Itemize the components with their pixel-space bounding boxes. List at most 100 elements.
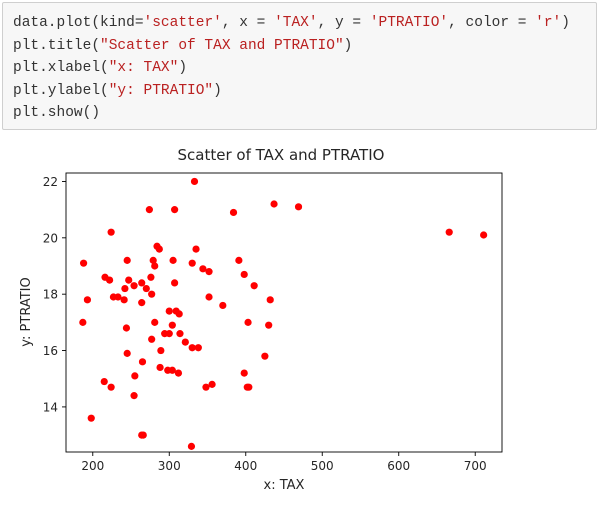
code-token: plt.title( [13, 37, 101, 54]
code-cell[interactable]: data.plot(kind='scatter', x = 'TAX', y =… [2, 2, 597, 130]
scatter-point [261, 352, 269, 360]
scatter-point [240, 369, 248, 377]
code-token: , color = [448, 15, 536, 31]
scatter-point [240, 270, 248, 279]
y-axis: 14 16 18 20 22 [43, 175, 66, 414]
scatter-point [148, 290, 156, 298]
scatter-point [120, 296, 128, 304]
x-tick-label: 200 [81, 459, 104, 473]
y-tick-label: 16 [43, 344, 58, 358]
scatter-point [130, 282, 138, 290]
scatter-point [194, 344, 202, 352]
scatter-point [445, 228, 453, 236]
scatter-point [107, 228, 115, 236]
scatter-point [165, 330, 173, 338]
scatter-point [188, 259, 196, 267]
scatter-point [109, 293, 118, 301]
code-line: plt.title("Scatter of TAX and PTRATIO") [13, 38, 352, 54]
scatter-point [208, 380, 216, 388]
scatter-point [205, 268, 213, 276]
scatter-point [244, 318, 252, 326]
code-line: plt.show() [13, 105, 100, 121]
x-tick-label: 500 [311, 459, 334, 473]
scatter-chart: Scatter of TAX and PTRATIO 14 16 18 20 22 20… [19, 146, 503, 493]
scatter-point [151, 318, 159, 326]
scatter-point [199, 265, 207, 273]
x-axis-label: x: TAX [264, 478, 305, 493]
code-token: ) [343, 37, 353, 54]
scatter-point [138, 279, 146, 287]
code-token: , y = [317, 15, 370, 31]
x-tick-label: 400 [234, 459, 257, 473]
scatter-point [123, 256, 131, 264]
scatter-point [139, 431, 147, 439]
code-string-token: 'TAX' [274, 15, 318, 31]
code-token: , x = [221, 15, 275, 31]
scatter-point [145, 206, 153, 214]
scatter-point [87, 414, 95, 422]
code-string-token: "y: PTRATIO" [108, 82, 214, 99]
y-tick-label: 18 [43, 288, 58, 302]
scatter-point [187, 442, 196, 450]
scatter-point [121, 284, 129, 293]
scatter-point [138, 358, 147, 366]
code-token: plt.ylabel( [13, 82, 109, 99]
code-string-token: 'r' [535, 15, 562, 31]
code-token: ) [213, 82, 222, 99]
y-tick-label: 14 [43, 400, 58, 414]
scatter-point [155, 245, 163, 253]
y-tick-label: 20 [43, 231, 58, 245]
scatter-point [266, 296, 274, 304]
scatter-point [181, 338, 189, 346]
scatter-point [229, 208, 238, 217]
scatter-point [125, 276, 133, 284]
scatter-point [245, 383, 253, 391]
scatter-point [169, 256, 177, 264]
code-string-token: 'scatter' [143, 15, 222, 31]
scatter-point [131, 372, 139, 380]
code-token: ) [178, 60, 188, 76]
scatter-point [138, 299, 146, 307]
scatter-point [148, 335, 156, 343]
scatter-points [79, 177, 488, 450]
scatter-point [79, 318, 87, 326]
chart-title: Scatter of TAX and PTRATIO [178, 146, 385, 164]
code-line: plt.ylabel("y: PTRATIO") [13, 83, 222, 99]
scatter-point [202, 383, 210, 391]
scatter-point [100, 377, 108, 386]
scatter-point [265, 321, 273, 329]
scatter-point [192, 245, 200, 253]
scatter-point [188, 344, 196, 352]
scatter-point [83, 296, 92, 304]
scatter-point [250, 282, 258, 290]
scatter-point [235, 256, 243, 264]
scatter-point [151, 262, 159, 270]
scatter-point [107, 383, 115, 391]
scatter-point [142, 284, 150, 293]
scatter-point [123, 349, 131, 357]
y-tick-label: 22 [43, 175, 58, 189]
scatter-point [219, 301, 227, 310]
scatter-point [294, 203, 303, 211]
output-area: Scatter of TAX and PTRATIO 14 16 18 20 22 20… [0, 132, 601, 502]
scatter-point [480, 231, 488, 239]
x-tick-label: 600 [387, 459, 410, 473]
scatter-point [174, 369, 183, 377]
code-editor[interactable]: data.plot(kind='scatter', x = 'TAX', y =… [13, 12, 570, 125]
x-axis: 200 300 400 500 600 700 [81, 452, 487, 473]
code-token: data.plot(kind= [13, 15, 144, 31]
scatter-point [157, 346, 165, 355]
scatter-point [156, 363, 164, 372]
code-string-token: "x: TAX" [108, 60, 179, 76]
plot-area [65, 172, 503, 453]
scatter-point [168, 366, 176, 374]
scatter-point [176, 330, 184, 338]
scatter-point [79, 259, 88, 267]
scatter-point [122, 324, 131, 332]
scatter-point [190, 177, 199, 186]
scatter-point [130, 392, 138, 400]
code-line: data.plot(kind='scatter', x = 'TAX', y =… [13, 15, 570, 31]
scatter-point [165, 307, 173, 315]
scatter-point [171, 279, 179, 287]
scatter-point [171, 206, 179, 214]
